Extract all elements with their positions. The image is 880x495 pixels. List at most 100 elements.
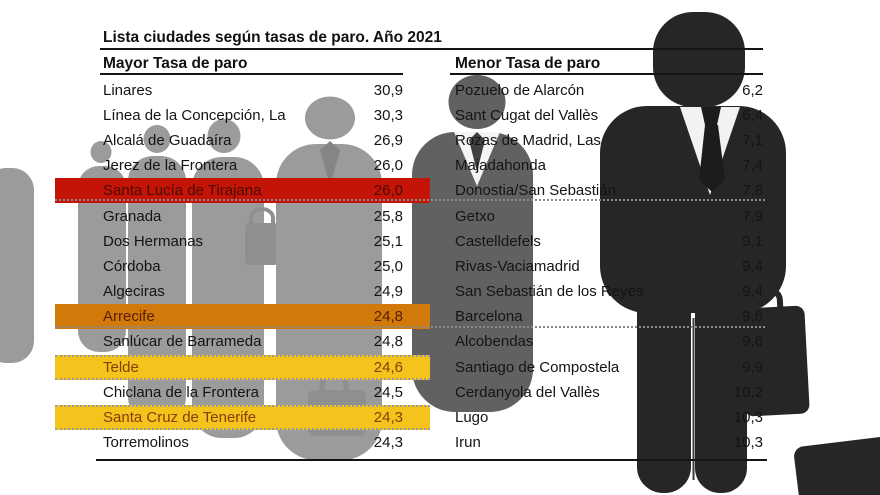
column-header-menor: Menor Tasa de paro	[455, 55, 601, 72]
rate-value: 10,2	[733, 383, 763, 401]
table-row: Algeciras 24,9	[55, 279, 430, 304]
table-row: Córdoba 25,0	[55, 254, 430, 279]
row-separator-dotted	[55, 326, 765, 328]
column-header-mayor: Mayor Tasa de paro	[103, 55, 248, 72]
table-row: Rozas de Madrid, Las 7,1	[450, 128, 763, 153]
rate-value: 24,3	[373, 409, 403, 427]
city-name: Arrecife	[103, 308, 155, 326]
title-underline	[100, 48, 763, 50]
table-row: Linares 30,9	[55, 78, 430, 103]
page-title: Lista ciudades según tasas de paro. Año …	[103, 29, 442, 46]
city-name: Granada	[103, 207, 162, 225]
table-row: Alcalá de Guadaíra 26,9	[55, 128, 430, 153]
table-row: Lugo 10,3	[450, 405, 763, 430]
city-name: Majadahonda	[455, 157, 546, 175]
city-name: Barcelona	[455, 308, 523, 326]
city-name: Telde	[103, 358, 139, 376]
city-name: Getxo	[455, 207, 496, 225]
rate-value: 9,4	[742, 257, 763, 275]
city-name: Córdoba	[103, 257, 161, 275]
rate-value: 24,9	[373, 283, 403, 301]
city-name: Rivas-Vaciamadrid	[455, 257, 580, 275]
table-row: Majadahonda 7,4	[450, 153, 763, 178]
city-name: Rozas de Madrid, Las	[455, 131, 601, 149]
rate-value: 24,8	[373, 308, 403, 326]
rate-value: 6,2	[742, 81, 763, 99]
city-name: Linares	[103, 81, 153, 99]
briefcase-corner-icon	[794, 434, 880, 495]
table-row: Santa Cruz de Tenerife 24,3	[55, 404, 430, 431]
rate-value: 24,3	[373, 434, 403, 452]
city-name: Sant Cugat del Vallès	[455, 106, 599, 124]
city-name: Sanlúcar de Barrameda	[103, 333, 262, 351]
city-name: San Sebastián de los Reyes	[455, 283, 644, 301]
rate-value: 7,8	[742, 182, 763, 200]
table-row: Cerdanyola del Vallès 10,2	[450, 380, 763, 405]
city-name: Jerez de la Frontera	[103, 157, 238, 175]
table-row: Getxo 7,9	[450, 203, 763, 228]
table-row: Rivas-Vaciamadrid 9,4	[450, 254, 763, 279]
rate-value: 6,4	[742, 106, 763, 124]
city-name: Cerdanyola del Vallès	[455, 383, 600, 401]
rate-value: 9,4	[742, 283, 763, 301]
table-row: Sanlúcar de Barrameda 24,8	[55, 329, 430, 354]
rate-value: 25,8	[373, 207, 403, 225]
city-name: Dos Hermanas	[103, 232, 204, 250]
city-name: Santiago de Compostela	[455, 358, 620, 376]
table-bottom-line	[96, 459, 767, 461]
table-row: Santiago de Compostela 9,9	[450, 355, 763, 380]
city-name: Pozuelo de Alarcón	[455, 81, 585, 99]
city-name: Alcalá de Guadaíra	[103, 131, 232, 149]
table-row: Línea de la Concepción, La 30,3	[55, 103, 430, 128]
table-row: Chiclana de la Frontera 24,5	[55, 380, 430, 405]
city-name: Torremolinos	[103, 434, 189, 452]
rate-value: 26,0	[373, 157, 403, 175]
table-row: Torremolinos 24,3	[55, 430, 430, 455]
rate-value: 30,9	[373, 81, 403, 99]
city-name: Chiclana de la Frontera	[103, 383, 259, 401]
rate-value: 24,8	[373, 333, 403, 351]
table-row: Irun 10,3	[450, 430, 763, 455]
rate-value: 9,6	[742, 308, 763, 326]
header-underline-right	[450, 73, 763, 75]
table-row: Jerez de la Frontera 26,0	[55, 153, 430, 178]
rate-value: 7,4	[742, 157, 763, 175]
city-name: Línea de la Concepción, La	[103, 106, 286, 124]
rate-value: 24,6	[373, 358, 403, 376]
city-name: Lugo	[455, 409, 489, 427]
rate-value: 9,6	[742, 333, 763, 351]
rate-value: 25,1	[373, 232, 403, 250]
table-menor-tasa: Pozuelo de Alarcón 6,2 Sant Cugat del Va…	[450, 78, 763, 456]
city-name: Santa Lucía de Tirajana	[103, 182, 262, 200]
table-row: Granada 25,8	[55, 203, 430, 228]
city-name: Alcobendas	[455, 333, 534, 351]
table-row: Telde 24,6	[55, 354, 430, 380]
city-name: Donostia/San Sebastián	[455, 182, 616, 200]
table-row: Pozuelo de Alarcón 6,2	[450, 78, 763, 103]
rate-value: 9,1	[742, 232, 763, 250]
table-mayor-tasa: Linares 30,9 Línea de la Concepción, La …	[55, 78, 430, 456]
rate-value: 26,0	[373, 182, 403, 200]
rate-value: 10,3	[733, 434, 763, 452]
row-separator-dotted	[55, 199, 765, 201]
city-name: Castelldefels	[455, 232, 541, 250]
table-row: Alcobendas 9,6	[450, 329, 763, 354]
table-row: Dos Hermanas 25,1	[55, 229, 430, 254]
rate-value: 30,3	[373, 106, 403, 124]
city-name: Santa Cruz de Tenerife	[103, 409, 257, 427]
rate-value: 9,9	[742, 358, 763, 376]
rate-value: 10,3	[733, 409, 763, 427]
table-row: San Sebastián de los Reyes 9,4	[450, 279, 763, 304]
header-underline-left	[100, 73, 403, 75]
table-row: Sant Cugat del Vallès 6,4	[450, 103, 763, 128]
city-name: Irun	[455, 434, 481, 452]
rate-value: 26,9	[373, 131, 403, 149]
rate-value: 7,9	[742, 207, 763, 225]
rate-value: 25,0	[373, 257, 403, 275]
city-name: Algeciras	[103, 283, 165, 301]
rate-value: 24,5	[373, 383, 403, 401]
businessman-silhouette-gray-partial-icon	[0, 168, 34, 363]
table-row: Castelldefels 9,1	[450, 229, 763, 254]
rate-value: 7,1	[742, 131, 763, 149]
